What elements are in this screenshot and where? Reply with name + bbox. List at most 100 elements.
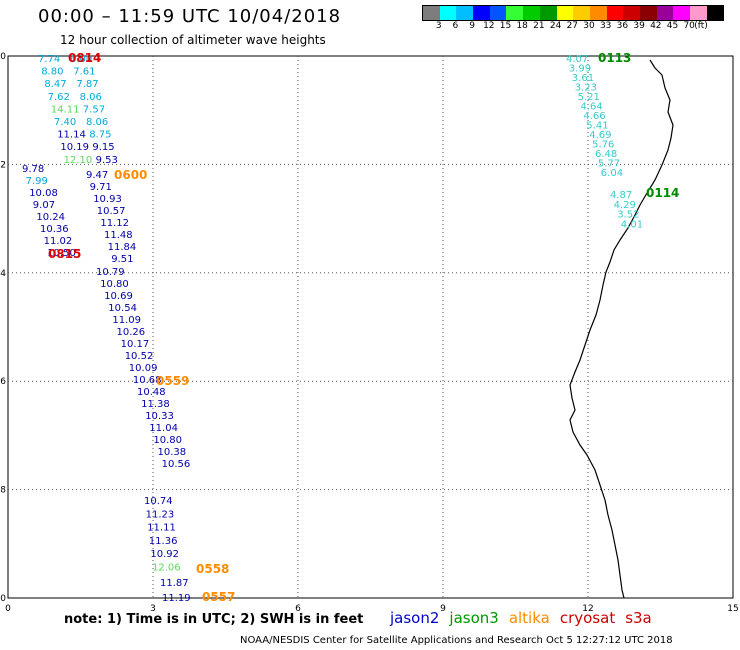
wave-height-value: 14.11 (51, 104, 80, 115)
x-tick-label: 0 (5, 604, 11, 614)
wave-height-value: 9.07 (33, 200, 55, 211)
legend-item-altika: altika (508, 609, 550, 627)
color-swatch (489, 6, 507, 20)
color-scale-unit: (ft) (694, 21, 708, 31)
pass-time-label: 0559 (156, 374, 189, 388)
wave-height-value: 10.08 (29, 188, 58, 199)
wave-height-value: 7.61 (73, 67, 95, 78)
wave-height-value: 4.07 (566, 54, 588, 65)
color-scale-label: 12 (483, 21, 495, 31)
wave-height-value: 10.69 (104, 291, 133, 302)
wave-height-value: 5.77 (598, 159, 620, 170)
wave-height-value: 4.69 (589, 130, 611, 141)
wave-height-value: 10.52 (125, 351, 154, 362)
wave-height-value: 10.74 (144, 496, 173, 507)
wave-height-value: 10.36 (40, 224, 69, 235)
x-tick-label: 9 (440, 604, 446, 614)
coastline (569, 59, 674, 599)
color-swatch (423, 6, 440, 20)
pass-time-label: 0814 (68, 51, 101, 65)
wave-height-value: 10.54 (108, 303, 137, 314)
y-tick-label: 12 (0, 160, 6, 170)
wave-height-value: 4.29 (614, 200, 636, 211)
wave-height-value: 8.80 (41, 67, 63, 78)
pass-time-label: 0113 (598, 51, 631, 65)
color-scale-label: 36 (616, 21, 629, 31)
wave-height-value: 10.38 (158, 447, 187, 458)
wave-height-value: 7.57 (83, 104, 105, 115)
wave-height-value: 7.40 (54, 117, 76, 128)
wave-height-value: 8.06 (80, 92, 102, 103)
wave-height-value: 11.84 (108, 242, 137, 253)
wave-height-value: 6.04 (601, 168, 623, 179)
x-tick-label: 6 (295, 604, 301, 614)
color-scale-label: 3 (435, 21, 442, 31)
color-scale-label: 15 (499, 21, 512, 31)
wave-height-value: 8.75 (89, 130, 111, 141)
wave-height-value: 4.66 (583, 111, 605, 122)
wave-height-value: 7.87 (76, 79, 98, 90)
wave-height-value: 10.57 (97, 206, 126, 217)
color-swatch (523, 6, 540, 20)
wave-height-value: 10.56 (162, 459, 191, 470)
color-swatch (539, 6, 557, 20)
color-swatch (573, 6, 590, 20)
wave-height-value: 11.02 (44, 236, 73, 247)
wave-height-value: 11.19 (162, 593, 191, 604)
pass-time-label: 0114 (646, 186, 679, 200)
color-scale-bar (422, 5, 725, 21)
color-swatch (556, 6, 574, 20)
wave-height-value: 9.51 (111, 254, 133, 265)
wave-height-value: 4.64 (581, 102, 603, 113)
legend-item-jason3: jason3 (449, 609, 499, 627)
wave-height-value: 10.92 (150, 549, 179, 560)
y-tick-label: 16 (0, 377, 6, 387)
wave-height-value: 6.00 (70, 54, 92, 65)
color-scale-label: 9 (469, 21, 475, 31)
color-swatch (473, 6, 490, 20)
color-scale-label: 42 (650, 21, 662, 31)
wave-height-value: 10.80 (100, 279, 129, 290)
color-swatch (639, 6, 657, 20)
wave-height-value: 6.48 (595, 149, 617, 160)
wave-height-value: 4.01 (621, 219, 643, 230)
wave-height-value: 10.68 (133, 375, 162, 386)
legend-item-s3a: s3a (625, 609, 652, 627)
wave-height-value: 4.87 (610, 190, 632, 201)
color-swatch (606, 6, 624, 20)
y-tick-label: 14 (0, 269, 6, 279)
wave-height-value: 5.41 (586, 121, 608, 132)
pass-time-label: 0815 (48, 247, 81, 261)
x-tick-label: 3 (150, 604, 156, 614)
wave-height-value: 11.23 (146, 509, 175, 520)
wave-height-value: 9.15 (92, 142, 114, 153)
wave-height-value: 9.53 (96, 155, 118, 166)
wave-height-value: 11.14 (57, 130, 86, 141)
wave-height-value: 11.48 (104, 230, 133, 241)
pass-time-label: 0558 (196, 562, 229, 576)
wave-height-value: 7.62 (48, 92, 70, 103)
wave-height-value: 10.17 (121, 339, 150, 350)
map-grid: 0 3 6 9 12 15 10 12 14 16 18 20 (0, 52, 739, 614)
wave-height-value: 10.26 (117, 327, 146, 338)
color-swatch (439, 6, 457, 20)
wave-height-value: 10.09 (129, 363, 158, 374)
color-scale-label: 18 (516, 21, 528, 31)
wave-height-value: 10.50 (47, 248, 76, 259)
wave-height-value: 7.99 (26, 176, 48, 187)
footnote: note: 1) Time is in UTC; 2) SWH is in fe… (64, 612, 364, 627)
legend-item-jason2: jason2 (390, 609, 440, 627)
wave-height-value: 10.19 (60, 142, 89, 153)
wave-height-value: 11.12 (100, 218, 129, 229)
map-frame (7, 55, 734, 599)
wave-height-value: 12.06 (152, 563, 181, 574)
wave-height-value: 9.78 (22, 164, 44, 175)
wave-height-value: 10.48 (137, 387, 166, 398)
y-tick-label: 10 (0, 52, 6, 62)
wave-height-value: 11.38 (141, 399, 170, 410)
wave-height-value: 9.47 (86, 170, 108, 181)
wave-height-value: 10.93 (93, 194, 122, 205)
color-scale-label: 45 (666, 21, 679, 31)
wave-height-value: 11.04 (149, 423, 178, 434)
